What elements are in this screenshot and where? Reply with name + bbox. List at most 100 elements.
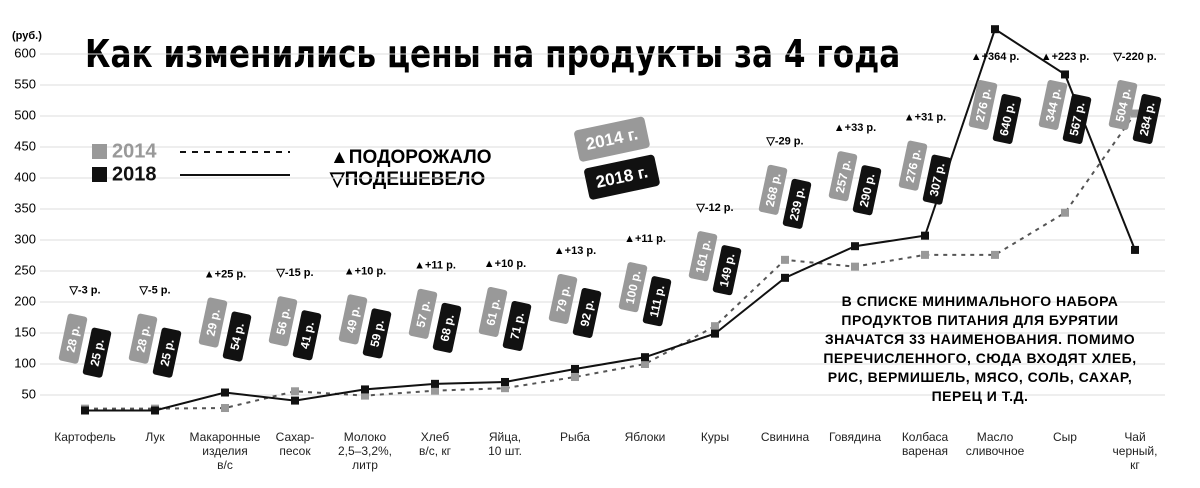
y-tick-label: 450 [14, 138, 36, 153]
price-tag: 257 р. [828, 151, 858, 202]
point-marker [711, 322, 719, 331]
legend-swatch [92, 167, 107, 182]
point-marker [361, 385, 369, 394]
x-tick-label: Куры [700, 430, 730, 444]
price-tag-label: 344 р. [1043, 87, 1064, 123]
price-tag-label: 25 р. [157, 338, 176, 368]
point-marker [571, 373, 579, 382]
point-marker [431, 379, 439, 388]
price-tag-body [828, 151, 858, 202]
price-tag-body [58, 313, 88, 364]
price-tag-label: 68 р. [437, 313, 456, 343]
price-tag-label: 276 р. [973, 87, 994, 123]
price-tag-body [572, 287, 602, 338]
y-tick-label: 150 [14, 324, 36, 339]
point-marker [1061, 70, 1069, 79]
y-tick-label: 400 [14, 169, 36, 184]
y-tick-label: 50 [22, 386, 36, 401]
price-tag: 567 р. [1062, 94, 1092, 144]
price-tag-body [968, 80, 998, 130]
price-tag-label: 100 р. [623, 269, 644, 305]
price-tag-label: 504 р. [1113, 87, 1134, 123]
point-marker [921, 231, 929, 240]
price-tag-body [712, 245, 742, 296]
price-tag: 268 р. [758, 164, 788, 215]
price-tag-label: 239 р. [787, 186, 808, 222]
price-tag-body [782, 178, 812, 229]
price-tag-label: 92 р. [577, 298, 596, 328]
price-tag: 344 р. [1038, 80, 1068, 130]
point-marker [1131, 245, 1139, 254]
change-label: ▽-15 р. [275, 267, 313, 279]
price-tag: 57 р. [408, 288, 438, 339]
x-tick-label: Масло сливочное [965, 430, 1025, 458]
x-tick-label: Яйца, 10 шт. [488, 430, 522, 458]
price-tag: 290 р. [852, 165, 882, 216]
price-tag-body [1062, 94, 1092, 144]
point-marker [781, 273, 789, 282]
sample-tag: 2014 г. [574, 116, 650, 162]
price-tag: 49 р. [338, 294, 368, 345]
y-tick-label: 500 [14, 107, 36, 122]
price-tag-body [548, 273, 578, 324]
price-tag: 56 р. [268, 296, 298, 347]
change-label: ▲+11 р. [414, 260, 456, 272]
point-marker [641, 360, 649, 368]
price-tag: 41 р. [292, 310, 322, 361]
change-label: ▽-5 р. [138, 285, 170, 297]
price-tag-body [852, 165, 882, 216]
point-marker [571, 364, 579, 373]
point-marker [221, 404, 229, 413]
price-tag-label: 61 р. [483, 297, 502, 327]
x-tick-label: Хлеб в/с, кг [418, 430, 451, 458]
sample-tag-body [574, 116, 650, 162]
change-label: ▲+13 р. [554, 245, 596, 257]
price-tag-label: 56 р. [273, 306, 292, 336]
x-tick-label: Свинина [760, 430, 810, 444]
y-tick-label: 600 [14, 45, 36, 60]
series-line [85, 27, 1136, 412]
price-tag-body [408, 288, 438, 339]
point-marker [921, 250, 929, 259]
chart-title: Как изменились цены на продукты за 4 год… [85, 33, 900, 77]
point-marker [221, 388, 229, 397]
y-tick-label: 250 [14, 262, 36, 277]
price-tag: 25 р. [82, 327, 112, 378]
price-tag-label: 640 р. [997, 101, 1018, 137]
price-tag-label: 49 р. [343, 305, 362, 335]
y-tick-label: 100 [14, 355, 36, 370]
change-label: ▲+364 р. [971, 51, 1020, 63]
down-label: ▽ПОДЕШЕВЕЛО [329, 169, 485, 190]
price-tag-body [1108, 80, 1138, 130]
change-label: ▽-29 р. [765, 136, 803, 148]
price-tag-label: 567 р. [1067, 101, 1088, 137]
price-tag: 25 р. [152, 327, 182, 378]
x-tick-label: Картофель [54, 430, 116, 444]
price-tag-body [502, 300, 532, 351]
price-tag-label: 290 р. [857, 172, 878, 208]
price-tag-body [432, 302, 462, 353]
price-tag: 640 р. [992, 94, 1022, 144]
price-tag-body [292, 310, 322, 361]
price-tag-label: 54 р. [227, 322, 246, 352]
note: В СПИСКЕ МИНИМАЛЬНОГО НАБОРА ПРОДУКТОВ П… [823, 293, 1137, 404]
price-tag-label: 71 р. [507, 311, 526, 341]
price-tag: 61 р. [478, 286, 508, 337]
price-tag: 111 р. [642, 276, 672, 327]
change-label: ▲+25 р. [204, 268, 246, 280]
price-tag-label: 268 р. [763, 172, 784, 208]
price-tag: 92 р. [572, 287, 602, 338]
price-tag: 284 р. [1132, 94, 1162, 144]
price-tag-label: 41 р. [297, 320, 316, 350]
point-marker [1061, 208, 1069, 217]
point-marker [1131, 109, 1139, 118]
change-label: ▲+10 р. [344, 265, 386, 277]
price-tag-body [898, 140, 928, 191]
legend-label: 2014 [112, 140, 157, 162]
price-tag-body [642, 276, 672, 327]
sample-tag-body [584, 154, 660, 200]
price-tag-body [922, 154, 952, 205]
price-tag: 307 р. [922, 154, 952, 205]
point-marker [991, 250, 999, 259]
y-unit: (руб.) [12, 30, 42, 42]
